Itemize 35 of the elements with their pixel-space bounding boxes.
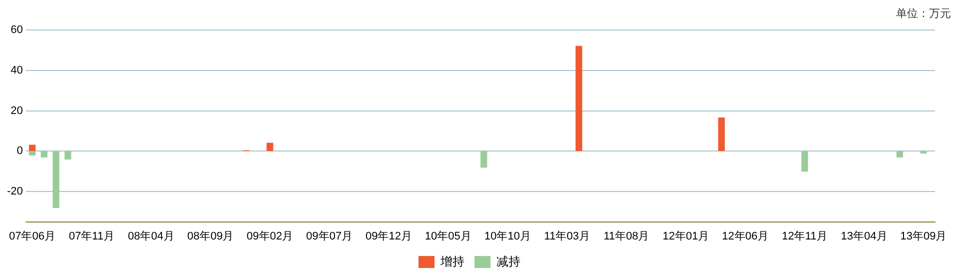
x-tick-label: 12年01月 — [662, 230, 710, 242]
y-tick-label: 60 — [10, 24, 23, 36]
bar — [28, 151, 36, 156]
bar — [576, 46, 582, 151]
x-tick-label: 07年06月 — [8, 230, 56, 242]
x-tick-label: 11年03月 — [544, 230, 590, 242]
x-tick-label: 12年11月 — [782, 230, 828, 242]
x-tick-label: 07年11月 — [68, 230, 114, 242]
x-tick-label: 08年04月 — [128, 230, 174, 242]
bar — [52, 151, 60, 208]
x-tick-label: 09年12月 — [366, 230, 412, 242]
text: 单位：万元 — [896, 6, 951, 21]
x-tick-label: 08年09月 — [187, 230, 234, 242]
y-tick-label: 20 — [10, 104, 23, 117]
y-tick-label: 40 — [10, 64, 23, 76]
x-tick-label: 09年07月 — [306, 230, 353, 242]
x-tick-label: 10年05月 — [424, 230, 472, 242]
x-tick-label: 13年09月 — [900, 230, 947, 242]
bar — [718, 117, 725, 151]
legend-label: 增持 — [440, 254, 464, 268]
x-tick-label: 10年10月 — [484, 230, 531, 242]
bar — [28, 144, 36, 151]
bar — [40, 151, 48, 158]
x-tick-label: 13年04月 — [840, 230, 888, 242]
bar — [480, 151, 488, 168]
x-tick-label: 11年08月 — [604, 230, 650, 242]
bar — [896, 151, 904, 158]
bar — [266, 142, 274, 151]
bar — [801, 151, 808, 172]
x-tick-label: 12年06月 — [722, 230, 768, 242]
legend-label: 减持 — [496, 254, 520, 268]
y-tick-label: -20 — [6, 186, 23, 198]
y-tick-label: 0 — [16, 145, 23, 158]
bar — [64, 151, 72, 160]
x-tick-label: 09年02月 — [246, 230, 294, 242]
